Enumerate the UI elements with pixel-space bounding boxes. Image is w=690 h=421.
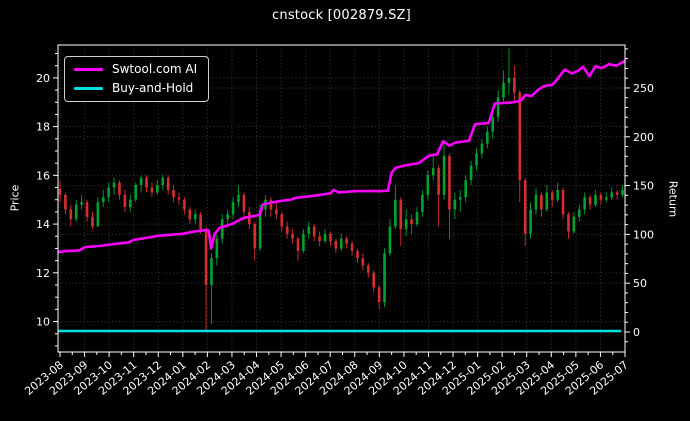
y-tick-label-right: 50 [633, 277, 647, 290]
y-tick-label-right: 0 [633, 326, 640, 339]
legend-entry-buyhold: Buy-and-Hold [74, 82, 197, 94]
y-tick-label-left: 12 [36, 267, 50, 280]
y-tick-label-right: 100 [633, 228, 654, 241]
y-tick-label-right: 150 [633, 180, 654, 193]
y-tick-label-left: 10 [36, 316, 50, 329]
y-tick-label-left: 14 [36, 218, 50, 231]
legend: Swtool.com AI Buy-and-Hold [64, 56, 210, 102]
legend-entry-ai: Swtool.com AI [74, 63, 197, 75]
ai-line-swatch [74, 67, 103, 71]
y-tick-label-right: 250 [633, 82, 654, 95]
y-tick-label-left: 20 [36, 72, 50, 85]
chart-title: cnstock [002879.SZ] [272, 8, 411, 23]
series-line-swtool-com-ai [57, 59, 626, 254]
legend-label-ai: Swtool.com AI [112, 62, 198, 76]
legend-label-buyhold: Buy-and-Hold [112, 81, 194, 95]
buyhold-line-swatch [74, 86, 103, 90]
candles-layer [58, 48, 624, 332]
y-tick-label-left: 18 [36, 121, 50, 134]
y-tick-label-right: 200 [633, 131, 654, 144]
y-tick-label-left: 16 [36, 169, 50, 182]
